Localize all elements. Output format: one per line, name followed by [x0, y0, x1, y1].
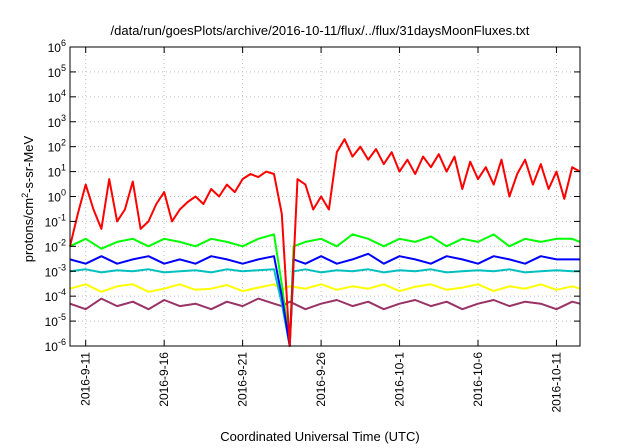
y-tick-label: 101: [48, 163, 66, 180]
y-tick-label: 104: [48, 88, 66, 105]
x-tick-label: 2016-10-6: [471, 352, 485, 407]
series-line-5: [69, 297, 581, 311]
x-tick-label: 2016-10-11: [549, 352, 563, 413]
chart-title: /data/run/goesPlots/archive/2016-10-11/f…: [111, 23, 530, 38]
y-axis-ticks: 10-6 10-5 10-4 10-3 10-2 10-1 100 101 102 103 104 1…: [45, 38, 580, 354]
y-tick-label: 103: [48, 113, 66, 130]
y-tick-label: 10-1: [45, 212, 66, 229]
x-axis-label: Coordinated Universal Time (UTC): [220, 429, 419, 444]
series-line-2: [69, 252, 580, 347]
y-tick-label: 106: [48, 38, 66, 55]
y-tick-label: 100: [48, 188, 66, 205]
y-tick-label: 105: [48, 63, 66, 80]
x-tick-label: 2016-9-11: [79, 352, 93, 406]
y-tick-label: 10-5: [45, 312, 66, 329]
y-tick-label: 10-6: [45, 337, 66, 354]
series-line-3: [69, 268, 580, 347]
data-series: [69, 138, 581, 347]
x-tick-label: 2016-9-16: [157, 352, 171, 407]
series-line-1: [69, 233, 581, 347]
y-tick-label: 10-3: [45, 262, 66, 279]
x-tick-label: 2016-9-21: [236, 352, 250, 407]
y-tick-label: 102: [48, 138, 66, 155]
series-line-0: [69, 138, 581, 347]
x-axis-ticks: 2016-9-11 2016-9-16 2016-9-21 2016-9-26 2016…: [79, 47, 563, 413]
y-tick-label: 10-2: [45, 237, 66, 254]
y-tick-label: 10-4: [45, 287, 66, 304]
x-tick-label: 2016-10-1: [393, 352, 407, 407]
series-line-4: [69, 283, 581, 293]
grid-lines: [70, 46, 580, 347]
x-tick-label: 2016-9-26: [314, 352, 328, 407]
y-axis-label: protons/cm2-s-sr-MeV: [20, 135, 36, 262]
